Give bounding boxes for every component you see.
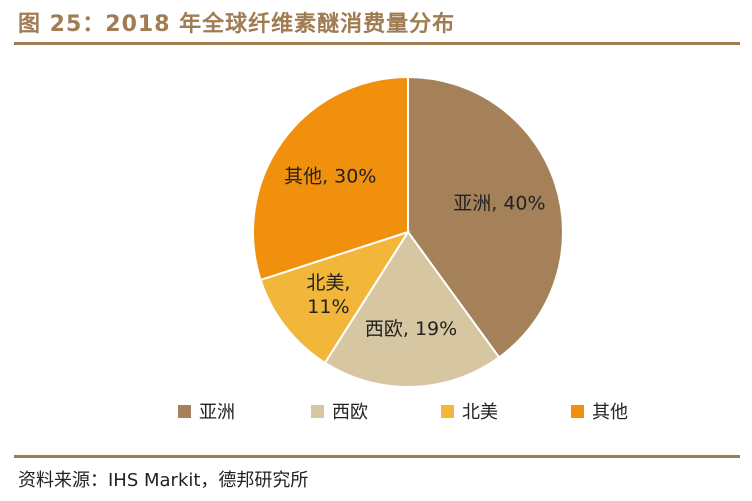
legend-label-asia: 亚洲	[199, 402, 235, 423]
slice-label-asia: 亚洲, 40%	[453, 192, 545, 214]
source-note: 资料来源：IHS Markit，德邦研究所	[18, 470, 309, 491]
legend-item-other: 其他	[571, 398, 628, 424]
pie-chart: 亚洲, 40% 西欧, 19% 北美, 11% 其他, 30%	[252, 75, 564, 388]
legend-item-asia: 亚洲	[178, 398, 235, 424]
legend-item-north-america: 北美	[441, 398, 498, 424]
pie-slice-other	[252, 75, 409, 282]
pie-slice-western-europe	[323, 230, 501, 388]
legend-label-other: 其他	[592, 402, 628, 423]
pie-slice-north-america	[259, 230, 411, 365]
legend-label-north-america: 北美	[462, 402, 498, 423]
pie-slice-asia	[407, 75, 564, 359]
legend-swatch-other	[571, 404, 584, 418]
legend-swatch-north-america	[441, 404, 454, 418]
slice-label-other: 其他, 30%	[284, 166, 376, 188]
legend-item-western-europe: 西欧	[311, 398, 368, 424]
legend-label-western-europe: 西欧	[332, 402, 368, 423]
slice-label-western-europe: 西欧, 19%	[365, 318, 457, 340]
chart-title: 图 25：2018 年全球纤维素醚消费量分布	[18, 12, 456, 37]
footer-divider	[14, 455, 740, 458]
title-divider	[14, 42, 740, 45]
legend: 亚洲 西欧 北美 其他	[0, 398, 752, 428]
legend-swatch-asia	[178, 404, 191, 418]
slice-label-north-america: 北美, 11%	[306, 272, 350, 318]
legend-swatch-western-europe	[311, 404, 324, 418]
